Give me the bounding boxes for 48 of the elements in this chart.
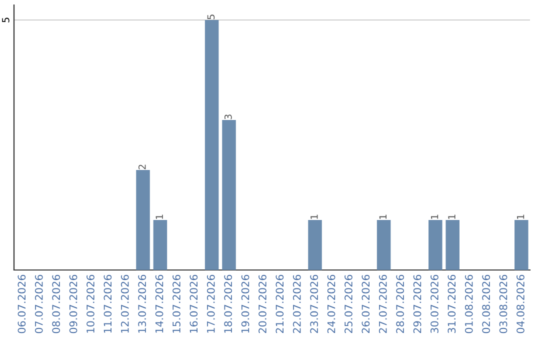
data-label: 1 [379,214,386,219]
x-tick-label: 04.08.2026 [516,274,524,334]
bar [376,220,391,270]
bar [428,220,442,270]
x-tick-label: 17.07.2026 [206,274,215,333]
x-tick-label: 09.07.2026 [69,274,78,334]
x-tick-label: 11.07.2026 [104,274,112,333]
x-tick-label: 06.07.2026 [18,274,26,334]
x-tick-label: 12.07.2026 [120,274,129,333]
x-tick-label: 24.07.2026 [327,274,336,334]
x-tick-label: 29.07.2026 [413,274,422,334]
x-tick-label: 19.07.2026 [241,274,250,333]
data-label: 3 [224,114,232,120]
bar [222,120,236,270]
x-tick-label: 25.07.2026 [344,274,352,334]
x-tick-label: 07.07.2026 [34,274,43,334]
bar [446,220,460,270]
data-label: 2 [138,164,146,170]
x-tick-label: 15.07.2026 [172,274,180,333]
x-tick-label: 28.07.2026 [396,274,404,334]
x-tick-label: 21.07.2026 [276,274,284,334]
data-label: 1 [156,214,163,219]
x-tick-label: 30.07.2026 [430,274,438,334]
data-label: 1 [430,214,438,219]
x-tick-label: 13.07.2026 [138,274,146,333]
data-label: 1 [310,214,318,219]
bar [136,170,150,270]
x-tick-label: 20.07.2026 [258,274,266,334]
bar [308,220,322,270]
x-tick-label: 26.07.2026 [362,274,370,334]
x-tick-label: 10.07.2026 [86,274,94,333]
x-tick-label: 02.08.2026 [482,274,490,334]
bar [204,20,219,270]
x-tick-label: 01.08.2026 [464,274,473,334]
x-tick-label: 16.07.2026 [190,274,198,333]
data-label: 1 [448,214,456,219]
data-label: 1 [516,214,524,219]
x-tick-label: 22.07.2026 [292,274,301,334]
x-tick-label: 27.07.2026 [378,274,387,334]
data-label: 5 [207,14,215,20]
x-tick-label: 14.07.2026 [155,274,164,333]
x-tick-label: 03.08.2026 [499,274,508,334]
x-tick-label: 31.07.2026 [448,274,456,334]
x-tick-label: 18.07.2026 [224,274,232,333]
x-tick-label: 23.07.2026 [310,274,318,334]
bar [514,220,528,270]
bar [153,220,168,270]
x-tick-label: 08.07.2026 [52,274,60,334]
